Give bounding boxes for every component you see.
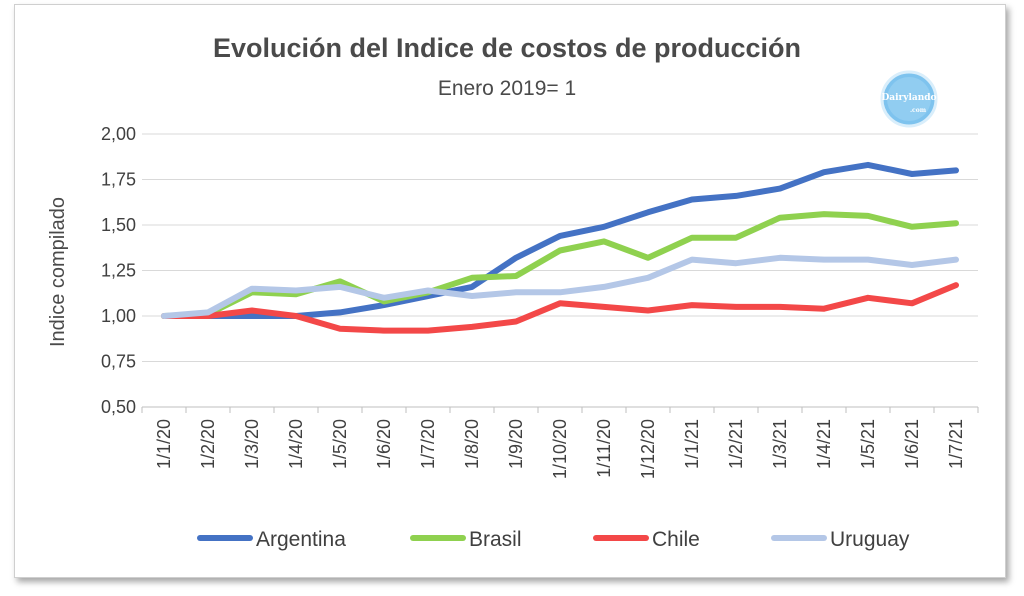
legend-label-chile: Chile <box>652 528 700 551</box>
legend-label-uruguay: Uruguay <box>830 528 910 551</box>
x-tick-label: 1/5/20 <box>330 419 350 469</box>
x-tick-label: 1/6/21 <box>902 419 922 469</box>
y-tick-label: 1,25 <box>101 261 136 281</box>
y-tick-label: 0,50 <box>101 397 136 417</box>
x-tick-label: 1/2/21 <box>726 419 746 469</box>
dairylando-logo: Dairylando .com <box>880 70 938 128</box>
y-tick-label: 1,75 <box>101 170 136 190</box>
series-line-uruguay <box>161 254 959 319</box>
legend-label-brasil: Brasil <box>469 528 522 551</box>
x-tick-label: 1/7/21 <box>946 419 966 469</box>
series-line-brasil <box>161 211 959 319</box>
x-tick-label: 1/8/20 <box>462 419 482 469</box>
x-tick-label: 1/6/20 <box>374 419 394 469</box>
x-tick-label: 1/5/21 <box>858 419 878 469</box>
x-tick-label: 1/1/21 <box>682 419 702 469</box>
x-tick-label: 1/4/20 <box>286 419 306 469</box>
x-tick-label: 1/4/21 <box>814 419 834 469</box>
y-axis-label: Indice compilado <box>47 197 69 347</box>
x-tick-label: 1/1/20 <box>154 419 174 469</box>
x-tick-label: 1/7/20 <box>418 419 438 469</box>
y-tick-label: 1,00 <box>101 306 136 326</box>
x-tick-label: 1/3/20 <box>242 419 262 469</box>
chart-title: Evolución del Indice de costos de produc… <box>213 33 801 63</box>
x-tick-label: 1/3/21 <box>770 419 790 469</box>
series-line-chile <box>161 282 959 334</box>
logo-text: Dairylando <box>881 93 936 103</box>
x-tick-label: 1/11/20 <box>594 419 614 478</box>
y-tick-label: 0,75 <box>101 352 136 372</box>
x-tick-label: 1/12/20 <box>638 419 658 479</box>
chart-subtitle: Enero 2019= 1 <box>438 77 576 100</box>
x-tick-label: 1/2/20 <box>198 419 218 469</box>
y-tick-label: 1,50 <box>101 215 136 235</box>
legend-label-argentina: Argentina <box>256 528 346 551</box>
logo-subtext: .com <box>910 107 927 114</box>
x-tick-label: 1/10/20 <box>550 419 570 479</box>
x-tick-label: 1/9/20 <box>506 419 526 469</box>
y-tick-label: 2,00 <box>101 124 136 144</box>
